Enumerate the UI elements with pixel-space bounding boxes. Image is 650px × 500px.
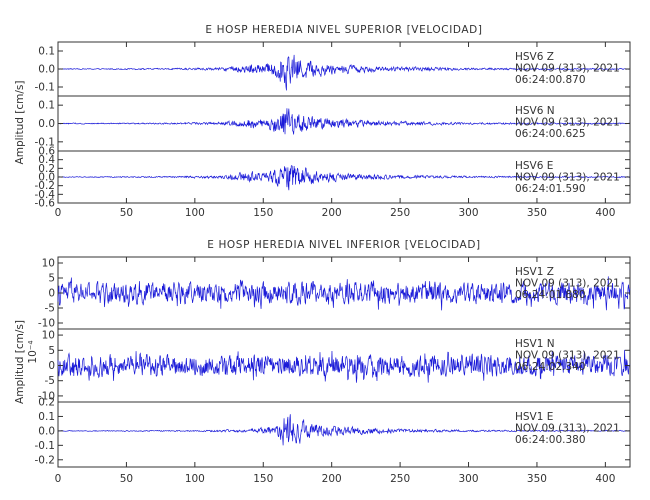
y-tick-label: -0.1 [35, 440, 56, 452]
y-axis-label: Amplitud [cm/s] [14, 320, 26, 404]
y-tick-label: -0.4 [35, 189, 56, 201]
x-tick-label: 150 [253, 207, 273, 219]
trace-label-line: HSV1 E [515, 411, 553, 423]
y-tick-label: 10 [42, 258, 55, 270]
y-tick-label: 0.0 [38, 172, 55, 184]
y-tick-label: 0.1 [38, 100, 55, 112]
y-tick-label: 5 [48, 345, 55, 357]
y-tick-label: -0.1 [35, 82, 56, 94]
y-tick-label: -0.2 [35, 180, 56, 192]
y-tick-label: 0.1 [38, 411, 55, 423]
trace-label-line: HSV6 E [515, 160, 553, 172]
x-tick-label: 350 [527, 207, 547, 219]
waveform-line [57, 414, 630, 446]
trace-label-line: 06:24:01.880 [515, 289, 586, 301]
trace-label-line: HSV6 N [515, 105, 555, 117]
trace-label-line: HSV1 N [515, 338, 555, 350]
x-tick-label: 0 [55, 473, 62, 485]
y-tick-label: -10 [38, 318, 55, 330]
waveform-line [57, 108, 631, 135]
waveform-line [57, 165, 631, 191]
y-tick-label: 0.0 [38, 425, 55, 437]
trace-label-line: NOV 09 (313), 2021 [515, 63, 620, 75]
x-tick-label: 400 [595, 473, 615, 485]
trace-label-line: 06:24:02.340 [515, 361, 586, 373]
y-tick-label: 0.6 [38, 146, 55, 158]
y-tick-label: -10 [38, 390, 55, 402]
y-tick-label: 10 [42, 330, 55, 342]
y-axis-label: Amplitud [cm/s] [14, 81, 26, 165]
trace-label-line: 06:24:00.625 [515, 128, 586, 140]
x-tick-label: 100 [185, 207, 205, 219]
x-tick-label: 50 [120, 207, 133, 219]
y-tick-label: 0.4 [38, 154, 55, 166]
y-tick-label: 0 [48, 360, 55, 372]
x-tick-label: 200 [322, 207, 342, 219]
x-tick-label: 150 [253, 473, 273, 485]
y-tick-label: 0.2 [38, 397, 55, 409]
y-tick-label: 0 [48, 288, 55, 300]
x-tick-label: 100 [185, 473, 205, 485]
x-tick-label: 250 [390, 473, 410, 485]
chart-1: E HOSP HEREDIA NIVEL SUPERIOR [VELOCIDAD… [14, 24, 631, 219]
y-tick-label: 0.2 [38, 163, 55, 175]
trace-label-line: NOV 09 (313), 2021 [515, 350, 620, 362]
x-tick-label: 250 [390, 207, 410, 219]
y-tick-label: -5 [45, 375, 55, 387]
y-tick-label: 0.0 [38, 64, 55, 76]
x-tick-label: 200 [322, 473, 342, 485]
chart-title: E HOSP HEREDIA NIVEL SUPERIOR [VELOCIDAD… [205, 24, 482, 36]
x-tick-label: 400 [595, 207, 615, 219]
x-tick-label: 300 [459, 473, 479, 485]
trace-label-line: NOV 09 (313), 2021 [515, 278, 620, 290]
y-tick-label: 5 [48, 273, 55, 285]
trace-label-line: 06:24:00.870 [515, 74, 586, 86]
y-tick-label: -5 [45, 303, 55, 315]
waveform-line [57, 349, 631, 383]
panel-frame [57, 401, 631, 468]
x-tick-label: 350 [527, 473, 547, 485]
waveform-line [57, 276, 631, 311]
trace-label-line: NOV 09 (313), 2021 [515, 423, 620, 435]
y-scale-note: 10⁻⁴ [27, 340, 39, 363]
y-tick-label: -0.1 [35, 136, 56, 148]
x-tick-label: 0 [55, 207, 62, 219]
y-tick-label: -0.6 [35, 198, 56, 210]
x-tick-label: 50 [120, 473, 133, 485]
waveform-line [57, 54, 631, 91]
trace-label-line: HSV1 Z [515, 266, 554, 278]
trace-label-line: 06:24:00.380 [515, 434, 586, 446]
chart-2: E HOSP HEREDIA NIVEL INFERIOR [VELOCIDAD… [14, 239, 631, 485]
trace-label-line: 06:24:01.590 [515, 183, 586, 195]
trace-label-line: NOV 09 (313), 2021 [515, 172, 620, 184]
y-tick-label: -0.2 [35, 454, 56, 466]
y-tick-label: 0.0 [38, 118, 55, 130]
trace-label-line: HSV6 Z [515, 51, 554, 63]
trace-label-line: NOV 09 (313), 2021 [515, 117, 620, 129]
x-tick-label: 300 [459, 207, 479, 219]
chart-title: E HOSP HEREDIA NIVEL INFERIOR [VELOCIDAD… [207, 239, 480, 251]
y-tick-label: 0.1 [38, 46, 55, 58]
